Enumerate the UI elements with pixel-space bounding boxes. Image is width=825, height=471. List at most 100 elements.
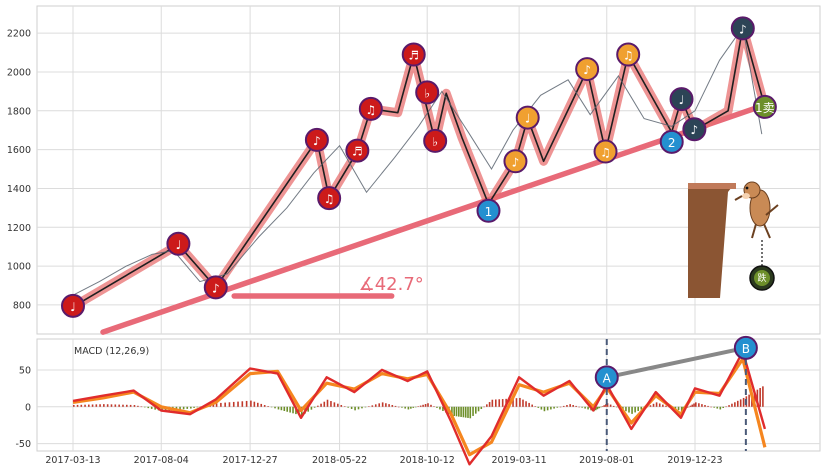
macd-histogram-bar <box>662 404 664 407</box>
macd-histogram-bar <box>224 402 226 407</box>
macd-histogram-bar <box>286 406 289 412</box>
price-y-tick-label: 1800 <box>7 106 31 117</box>
macd-histogram-bar <box>691 404 694 407</box>
macd-histogram-bar <box>698 403 700 407</box>
marker: ♪ <box>503 149 528 174</box>
price-y-tick-label: 2200 <box>7 29 31 40</box>
marker-symbol: ♫ <box>365 103 376 117</box>
macd-histogram-bar <box>310 406 313 410</box>
macd-histogram-bar <box>546 406 549 411</box>
marker-circle <box>752 94 777 119</box>
marker-circle <box>659 129 684 154</box>
macd-title: MACD (12,26,9) <box>74 346 149 357</box>
macd-histogram-bar <box>330 401 332 407</box>
svg-text:跌: 跌 <box>757 273 766 284</box>
marker: ♪ <box>304 127 329 152</box>
macd-histogram-bar <box>343 406 346 407</box>
macd-histogram-bar <box>569 404 571 407</box>
macd-histogram-bar <box>150 406 153 409</box>
marker-symbol: ♩ <box>176 238 182 252</box>
macd-histogram-bar <box>241 401 244 407</box>
macd-histogram-bar <box>596 406 599 410</box>
macd-histogram-bar <box>462 406 465 418</box>
macd-histogram-bar <box>161 406 163 412</box>
macd-histogram-bar <box>494 399 497 407</box>
price-y-tick-label: 2000 <box>7 67 31 78</box>
macd-histogram-bar <box>719 406 722 410</box>
angle-annotation: ∡42.7° <box>359 274 424 295</box>
marker-circle <box>575 57 600 82</box>
macd-histogram-bar <box>245 400 248 407</box>
macd-histogram-bar <box>480 406 483 409</box>
macd-histogram-bar <box>464 406 467 418</box>
macd-histogram-bar <box>600 406 602 408</box>
marker-symbol: 1卖 <box>755 101 775 115</box>
macd-fast-line <box>72 350 767 466</box>
marker-symbol: ♫ <box>623 49 634 63</box>
marker-symbol: ♬ <box>352 145 363 159</box>
macd-histogram-bar <box>147 406 150 409</box>
macd-histogram-bar <box>73 405 75 407</box>
macd-histogram-bar <box>133 405 136 407</box>
marker: ♩ <box>515 105 540 130</box>
macd-histogram-bar <box>501 399 504 407</box>
macd-histogram-bar <box>472 406 474 416</box>
macd-histogram-bar <box>762 386 764 407</box>
macd-histogram-bar <box>381 402 384 407</box>
macd-histogram-bar <box>277 406 280 410</box>
marker-symbol: ♪ <box>212 281 220 295</box>
marker-symbol: ♩ <box>525 112 531 126</box>
macd-histogram-bar <box>540 406 543 410</box>
macd-histogram-bar <box>340 405 343 407</box>
macd-histogram-bar <box>594 406 597 411</box>
marker-circle <box>203 275 228 300</box>
macd-histogram-bar <box>103 404 105 407</box>
macd-histogram-bar <box>253 401 256 407</box>
macd-histogram-bar <box>114 404 117 407</box>
macd-histogram-bar <box>110 404 113 407</box>
marker-circle <box>358 96 383 121</box>
macd-histogram-bar <box>606 403 609 407</box>
marker-circle <box>515 105 540 130</box>
macd-histogram-bar <box>615 406 618 408</box>
divergence-point-b: B <box>733 335 758 360</box>
macd-histogram-bar <box>144 406 146 408</box>
macd-histogram-bar <box>368 406 370 407</box>
marker-symbol: ♪ <box>583 63 591 77</box>
marker: 2 <box>659 129 684 154</box>
macd-y-tick-label: -50 <box>15 439 31 450</box>
marker-circle <box>669 87 694 112</box>
macd-histogram-bar <box>753 391 756 407</box>
price-y-tick-label: 800 <box>13 300 31 311</box>
marker-circle <box>317 186 342 211</box>
macd-histogram-bar <box>140 406 143 408</box>
macd-histogram-bar <box>519 397 521 407</box>
macd-histogram-bar <box>80 404 83 407</box>
macd-histogram-bar <box>436 406 438 408</box>
macd-histogram-bar <box>215 403 218 407</box>
macd-histogram-bar <box>84 404 86 407</box>
macd-histogram-bar <box>212 403 215 407</box>
macd-histogram-bar <box>562 405 565 407</box>
marker: ♫ <box>317 186 342 211</box>
macd-histogram-bar <box>417 406 419 407</box>
marker-circle <box>616 42 641 67</box>
marker: 1卖 <box>752 94 777 119</box>
price-y-tick-label: 1200 <box>7 223 31 234</box>
macd-histogram-bar <box>118 404 120 407</box>
macd-histogram-bar <box>665 405 667 407</box>
x-tick-label: 2017-03-13 <box>45 455 100 466</box>
macd-histogram-bar <box>228 402 231 407</box>
macd-histogram-bar <box>512 398 514 407</box>
macd-histogram-bar <box>313 406 316 408</box>
macd-histogram-bar <box>292 406 294 414</box>
macd-histogram-bar <box>734 402 736 407</box>
macd-histogram-bar <box>469 406 472 419</box>
macd-histogram-bar <box>433 406 435 407</box>
x-axis-ticks: 2017-03-13 2017-08-04 2017-12-27 2018-05-22… <box>45 455 722 466</box>
macd-histogram-bar <box>401 406 403 408</box>
macd-histogram-bar <box>486 404 488 407</box>
macd-histogram-bar <box>326 399 329 407</box>
price-y-tick-label: 1000 <box>7 262 31 273</box>
macd-histogram-bar <box>559 406 562 408</box>
